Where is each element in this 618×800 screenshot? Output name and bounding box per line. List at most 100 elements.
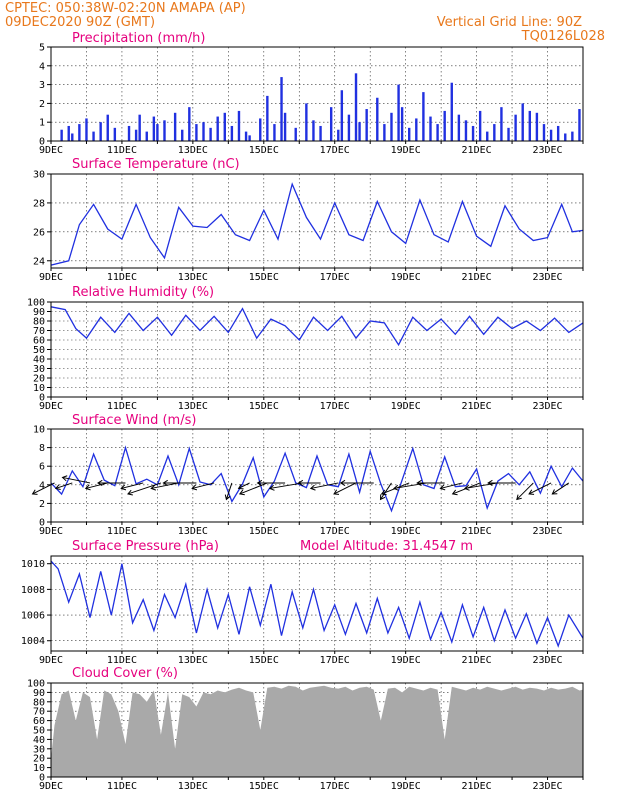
wind-vector-arrow: [393, 482, 428, 489]
panel-title: Surface Pressure (hPa): [72, 539, 219, 554]
x-tick-label: 19DEC: [391, 655, 421, 666]
wind-arrow-head: [162, 479, 168, 486]
panel-title: Surface Temperature (nC): [72, 157, 240, 172]
y-tick-label: 60: [33, 716, 45, 727]
panel-frame: [50, 428, 584, 523]
wind-arrow-head: [256, 479, 263, 486]
precip-bar: [354, 73, 358, 141]
precip-bar: [145, 131, 148, 141]
wind-vector-arrow: [516, 482, 534, 500]
x-tick-label: 19DEC: [391, 781, 421, 792]
wind-arrow-head: [268, 484, 275, 491]
x-tick-label: 19DEC: [391, 401, 421, 412]
precip-bar: [564, 133, 567, 141]
y-tick-label: 1006: [21, 611, 45, 622]
precip-bar: [294, 127, 297, 141]
x-tick-label: 11DEC: [107, 781, 137, 792]
wind-arrow-head: [191, 484, 198, 491]
y-tick-label: 10: [33, 383, 45, 394]
precip-bar: [127, 125, 131, 141]
precip-bar: [329, 107, 333, 141]
precip-bar: [408, 127, 411, 141]
precip-bar: [152, 116, 156, 141]
header-date: 09DEC2020 90Z (GMT): [5, 15, 155, 30]
y-tick-label: 80: [33, 317, 45, 328]
y-tick-label: 60: [33, 336, 45, 347]
x-tick-label: 13DEC: [178, 781, 208, 792]
wind-vector-arrow: [239, 482, 268, 495]
precip-bar: [99, 122, 102, 141]
wind-arrow-head: [333, 489, 340, 495]
wind-vector-arrow: [62, 476, 91, 484]
y-tick-label: 0: [39, 518, 45, 529]
precip-bar: [365, 109, 368, 141]
series-line: [50, 306, 584, 347]
y-tick-label: 26: [33, 227, 45, 238]
x-tick-label: 23DEC: [532, 401, 562, 412]
y-tick-label: 24: [33, 256, 45, 267]
wind-arrow-head: [339, 479, 346, 486]
x-tick-label: 11DEC: [107, 145, 137, 156]
panels: 0 1 2 3 4 5 9DEC 11DEC 13DEC 15DEC 17DEC 19DEC 21DEC…: [21, 31, 584, 792]
x-tick-label: 21DEC: [462, 526, 492, 537]
precip-bar: [305, 103, 308, 141]
precip-bar: [556, 125, 560, 141]
precip-bar: [571, 131, 574, 141]
precip-bar: [507, 127, 510, 141]
wind-arrow-head: [309, 484, 316, 491]
series-line: [50, 182, 584, 266]
precip-bar: [244, 131, 248, 141]
wind-arrow-head: [380, 489, 387, 496]
x-tick-label: 21DEC: [462, 401, 492, 412]
wind-vector-arrow: [85, 482, 108, 489]
precip-bar: [337, 129, 340, 141]
y-tick-label: 70: [33, 707, 45, 718]
y-tick-label: 100: [27, 298, 45, 309]
precip-bar: [71, 133, 74, 141]
model-altitude: Model Altitude: 31.4547 m: [300, 539, 473, 554]
y-tick-label: 30: [33, 744, 45, 755]
y-tick-label: 8: [39, 443, 45, 454]
x-tick-label: 9DEC: [39, 781, 63, 792]
precip-bar: [216, 116, 219, 141]
y-tick-label: 50: [33, 726, 45, 737]
precip-bar: [230, 125, 234, 141]
y-tick-label: 90: [33, 688, 45, 699]
x-tick-label: 15DEC: [249, 526, 279, 537]
wind-arrow-head: [379, 494, 386, 501]
y-tick-label: 5: [39, 43, 45, 54]
wind-arrow-head: [392, 484, 399, 491]
x-tick-label: 19DEC: [391, 145, 421, 156]
x-tick-label: 23DEC: [532, 655, 562, 666]
wind-arrow-head: [150, 484, 157, 491]
x-tick-label: 13DEC: [178, 526, 208, 537]
precip-bar: [436, 124, 439, 141]
x-tick-label: 17DEC: [320, 781, 350, 792]
wind-vector-arrow: [440, 482, 463, 489]
precip-bar: [443, 110, 446, 141]
wind-vector-arrow: [192, 482, 215, 489]
wind-vector-arrow: [333, 482, 357, 495]
y-tick-label: 80: [33, 697, 45, 708]
wind-vector-arrow: [121, 482, 144, 489]
precip-bar: [209, 127, 212, 141]
x-tick-label: 9DEC: [39, 401, 63, 412]
precip-bar: [376, 97, 379, 141]
wind-vector-arrow: [238, 482, 250, 489]
y-tick-label: 1010: [21, 559, 45, 570]
x-tick-label: 13DEC: [178, 655, 208, 666]
precip-bar: [521, 103, 524, 141]
x-tick-label: 19DEC: [391, 526, 421, 537]
wind-arrow-head: [54, 484, 61, 491]
precip-bar: [500, 107, 503, 141]
precip-bar: [266, 95, 269, 141]
precip-bar: [248, 135, 251, 141]
x-tick-label: 15DEC: [249, 401, 279, 412]
precip-bar: [113, 127, 117, 141]
x-tick-label: 21DEC: [462, 272, 492, 283]
header-model: TQ0126L028: [521, 29, 605, 44]
y-tick-label: 30: [33, 364, 45, 375]
precip-bar: [400, 107, 404, 141]
precip-bar: [493, 124, 496, 141]
